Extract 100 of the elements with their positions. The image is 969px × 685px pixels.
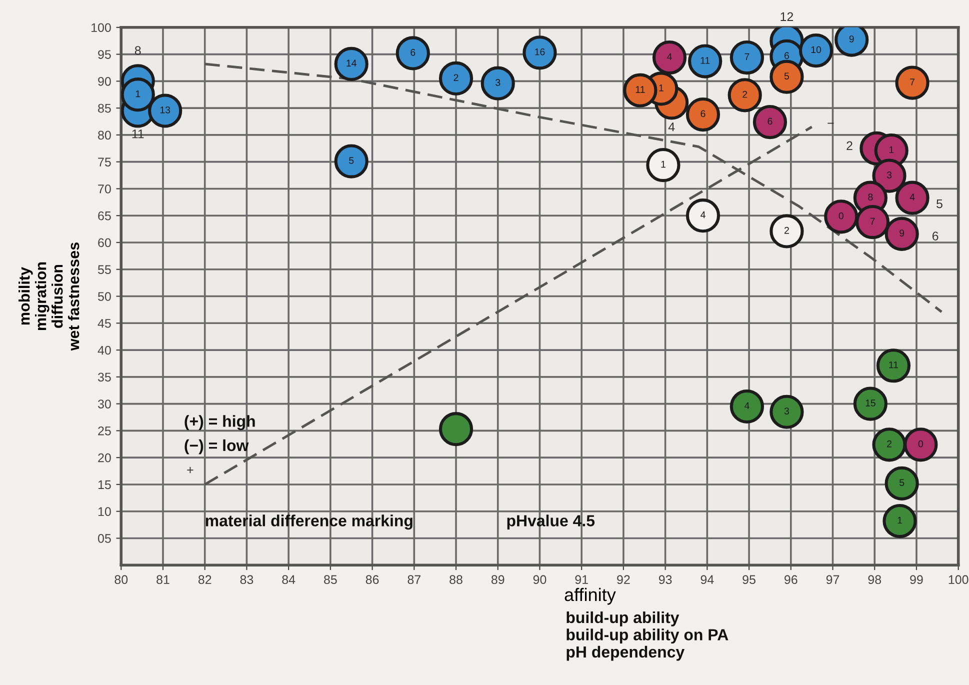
y-tick-label: 65 <box>98 211 111 220</box>
x-tick-label: 100 <box>948 575 968 584</box>
annotation: 11 <box>700 57 710 64</box>
point <box>334 46 368 82</box>
annotation: 1 <box>661 160 666 168</box>
annotation: 2 <box>454 74 458 81</box>
y-tick-label: 95 <box>98 50 111 59</box>
point <box>895 180 930 215</box>
point <box>884 466 919 500</box>
annotation: 4 <box>667 53 672 60</box>
text: build-up ability <box>566 611 680 626</box>
point <box>882 504 917 538</box>
y-tick-label: 20 <box>98 453 111 462</box>
x-tick-label: 89 <box>491 575 504 584</box>
x-tick-label: 93 <box>658 575 672 584</box>
annotation: 9 <box>900 230 904 236</box>
point <box>522 36 557 70</box>
point <box>686 198 720 233</box>
y-tick-label: 100 <box>92 23 111 32</box>
y-tick-label: 70 <box>98 184 111 194</box>
y-tick-label: 60 <box>98 238 111 248</box>
x-tick-label: 84 <box>282 575 296 584</box>
x-tick-label: 96 <box>784 575 798 584</box>
annotation: 2 <box>784 226 789 234</box>
annotation: 7 <box>744 53 750 60</box>
point <box>798 33 834 68</box>
point <box>396 36 430 70</box>
point <box>334 144 368 178</box>
y-tick-label: 30 <box>98 400 111 408</box>
point <box>853 386 888 421</box>
point <box>438 412 474 446</box>
x-tick-label: 95 <box>742 575 756 584</box>
y-tick-label: 80 <box>98 130 111 140</box>
annotation: 0 <box>918 440 923 448</box>
annotation: 5 <box>900 479 904 486</box>
y-tick-label: 55 <box>98 265 111 274</box>
annotation: 3 <box>784 408 789 414</box>
y-tick-label: 25 <box>98 426 111 436</box>
annotation: 2 <box>742 90 748 98</box>
point <box>148 94 182 128</box>
annotation: 5 <box>349 157 354 164</box>
annotation: 0 <box>838 212 844 220</box>
point <box>824 200 858 234</box>
annotation: 2 <box>887 440 892 448</box>
y-tick-label: 15 <box>98 480 111 490</box>
point <box>895 66 930 100</box>
annotation: 16 <box>535 48 545 56</box>
x-tick-label: 87 <box>408 575 420 584</box>
point <box>646 148 680 182</box>
point <box>728 78 762 112</box>
x-tick-label: 90 <box>533 575 546 584</box>
annotation: 2 <box>846 141 852 150</box>
annotation: 4 <box>744 402 750 410</box>
point <box>752 104 788 140</box>
x-axis-title: affinity <box>564 588 616 605</box>
annotation: 10 <box>811 46 822 54</box>
point <box>770 214 804 248</box>
text: pH dependency <box>566 646 685 661</box>
annotation: 7 <box>870 218 875 225</box>
text: build-up ability on PA <box>566 628 728 644</box>
x-tick-label: 99 <box>910 575 923 584</box>
annotation: 13 <box>160 106 170 114</box>
annotation: 9 <box>849 35 854 42</box>
annotation: 3 <box>886 172 892 178</box>
y-tick-label: 85 <box>98 104 111 113</box>
point <box>686 97 720 132</box>
y-tick-label: 45 <box>98 319 111 328</box>
annotation: 1 <box>898 516 902 524</box>
x-tick-label: 88 <box>450 575 462 584</box>
y-tick-label: 35 <box>98 372 111 382</box>
annotation: 5 <box>784 72 790 80</box>
x-tick-label: 82 <box>198 575 212 584</box>
y-tick-label: 75 <box>98 158 111 166</box>
point <box>770 394 804 429</box>
point <box>730 40 764 75</box>
annotation: 11 <box>889 361 898 368</box>
x-tick-label: 94 <box>700 575 714 584</box>
annotation: 1 <box>659 84 664 92</box>
point <box>770 60 804 94</box>
annotation: + <box>187 467 194 474</box>
x-tick-label: 86 <box>366 575 379 584</box>
x-tick-label: 97 <box>826 575 840 584</box>
point <box>652 40 687 75</box>
y-tick-label: 50 <box>98 292 111 301</box>
point <box>872 158 906 193</box>
annotation: 4 <box>910 194 915 200</box>
point <box>623 73 658 108</box>
point <box>884 216 919 251</box>
annotation: 6 <box>932 232 938 240</box>
y-tick-label: 10 <box>98 507 111 516</box>
annotation: 7 <box>910 78 915 86</box>
point <box>438 61 474 96</box>
annotation: 6 <box>768 118 772 125</box>
annotation: − <box>828 122 834 124</box>
annotation: 15 <box>866 400 876 406</box>
point <box>872 428 906 462</box>
annotation: 3 <box>496 79 500 86</box>
point <box>904 428 938 462</box>
x-tick-label: 92 <box>617 575 630 584</box>
x-tick-label: 80 <box>114 575 128 584</box>
